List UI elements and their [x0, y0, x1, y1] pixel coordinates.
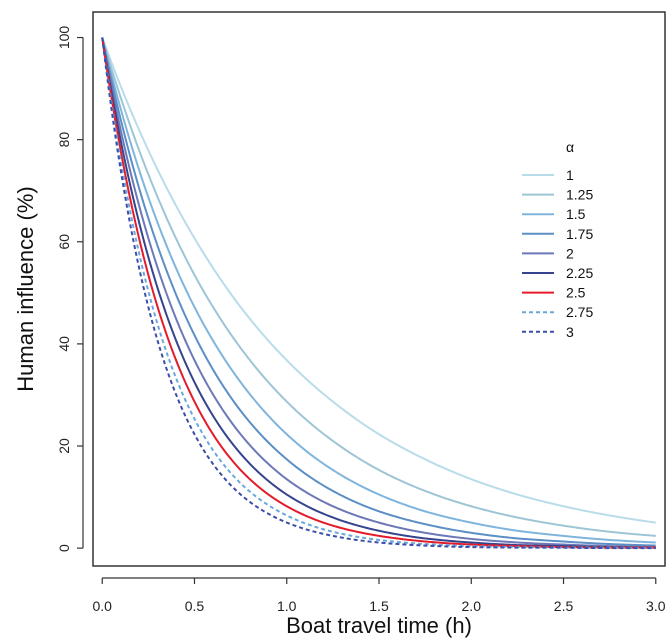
y-tick-label: 40: [56, 336, 72, 352]
legend-label: 2.5: [566, 285, 586, 301]
series-line-2: [101, 37, 656, 549]
x-tick-label: 2.5: [554, 598, 574, 614]
x-tick-label: 0.0: [92, 598, 112, 614]
legend-label: 1.25: [566, 187, 593, 203]
series-line-1.5: [101, 37, 656, 544]
legend-label: 2.75: [566, 304, 593, 320]
x-tick-label: 3.0: [646, 598, 666, 614]
plot-frame: [92, 11, 666, 567]
x-tick-label: 2.0: [462, 598, 482, 614]
series-line-1.25: [101, 37, 656, 537]
x-axis: 0.0 0.5 1.0 1.5 2.0 2.5 3.0: [92, 577, 666, 614]
y-axis-title: Human influence (%): [13, 186, 38, 391]
y-tick-label: 80: [56, 132, 72, 148]
legend: α 1 1.25 1.5 1.75 2 2.25 2.5 2.75 3: [522, 139, 593, 340]
y-tick-label: 20: [56, 438, 72, 454]
x-axis-title: Boat travel time (h): [286, 613, 472, 638]
series-layer: [101, 37, 656, 550]
y-tick-label: 60: [56, 234, 72, 250]
y-tick-label: 100: [56, 26, 72, 50]
series-line-3: [101, 37, 656, 550]
x-tick-label: 0.5: [185, 598, 205, 614]
x-tick-label: 1.0: [277, 598, 297, 614]
y-tick-label: 0: [56, 544, 72, 552]
legend-label: 1.5: [566, 206, 586, 222]
series-line-1.75: [101, 37, 656, 547]
legend-label: 1: [566, 167, 574, 183]
legend-label: 2.25: [566, 265, 593, 281]
x-tick-label: 1.5: [369, 598, 389, 614]
legend-title: α: [566, 139, 574, 155]
legend-label: 2: [566, 245, 574, 261]
legend-label: 3: [566, 324, 574, 340]
y-axis: 0 20 40 60 80 100: [56, 26, 84, 552]
series-line-2.75: [101, 37, 656, 550]
series-line-2.25: [101, 37, 656, 549]
legend-label: 1.75: [566, 226, 593, 242]
series-line-1: [101, 37, 656, 524]
